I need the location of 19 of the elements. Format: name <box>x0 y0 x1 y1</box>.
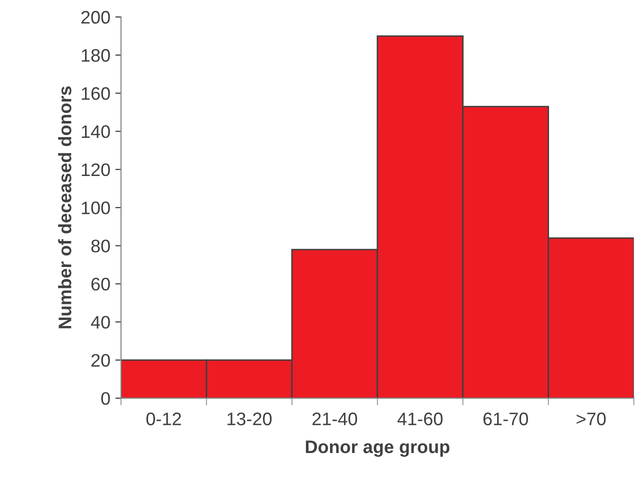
x-tick-label: 41-60 <box>397 412 443 426</box>
y-tick-label: 20 <box>91 354 110 367</box>
x-axis-title: Donor age group <box>306 440 450 457</box>
y-tick-label: 40 <box>90 316 110 329</box>
y-axis-title: Number of deceased donors <box>58 86 72 328</box>
x-tick-label: 13-20 <box>228 412 272 426</box>
y-tick-label: 80 <box>91 240 110 252</box>
x-tick-label: 21-40 <box>312 412 358 426</box>
y-tick-label: 120 <box>82 163 110 176</box>
y-tick-label: 0 <box>101 392 110 405</box>
y-tick-label: 140 <box>82 125 110 138</box>
y-tick-label: 160 <box>82 87 110 100</box>
y-tick-label: 180 <box>82 49 110 62</box>
y-tick-label: 200 <box>81 10 110 24</box>
y-tick-label: 100 <box>82 202 110 214</box>
x-tick-label: 0-12 <box>146 412 181 426</box>
x-tick-label: 61-70 <box>483 412 528 426</box>
x-tick-label: >70 <box>576 412 606 426</box>
y-tick-label: 60 <box>91 278 110 291</box>
